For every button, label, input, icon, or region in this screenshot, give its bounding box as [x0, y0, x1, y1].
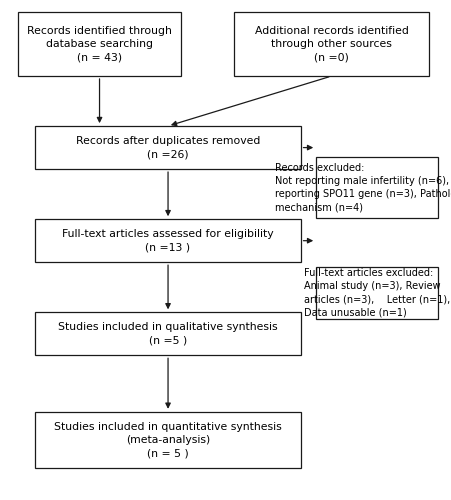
Text: Records identified through
database searching
(n = 43): Records identified through database sear…: [27, 26, 172, 63]
FancyBboxPatch shape: [316, 157, 437, 218]
FancyBboxPatch shape: [316, 267, 437, 318]
FancyBboxPatch shape: [235, 12, 429, 76]
Text: Records after duplicates removed
(n =26): Records after duplicates removed (n =26): [76, 136, 260, 159]
FancyBboxPatch shape: [36, 219, 301, 262]
Text: Additional records identified
through other sources
(n =0): Additional records identified through ot…: [255, 26, 409, 63]
FancyBboxPatch shape: [36, 412, 301, 468]
Text: Full-text articles assessed for eligibility
(n =13 ): Full-text articles assessed for eligibil…: [62, 229, 274, 252]
FancyBboxPatch shape: [18, 12, 181, 76]
Text: Studies included in quantitative synthesis
(meta-analysis)
(n = 5 ): Studies included in quantitative synthes…: [54, 422, 282, 458]
Text: Records excluded:
Not reporting male infertility (n=6), Not
reporting SPO11 gene: Records excluded: Not reporting male inf…: [275, 162, 451, 212]
FancyBboxPatch shape: [36, 312, 301, 356]
Text: Studies included in qualitative synthesis
(n =5 ): Studies included in qualitative synthesi…: [58, 322, 278, 345]
Text: Full-text articles excluded:
Animal study (n=3), Review
articles (n=3),    Lette: Full-text articles excluded: Animal stud…: [304, 268, 450, 318]
FancyBboxPatch shape: [36, 126, 301, 169]
